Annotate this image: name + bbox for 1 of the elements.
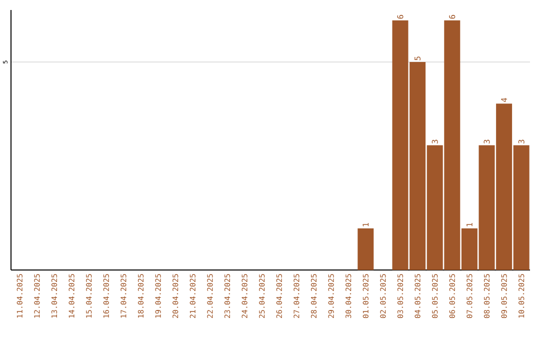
bar xyxy=(358,228,374,270)
